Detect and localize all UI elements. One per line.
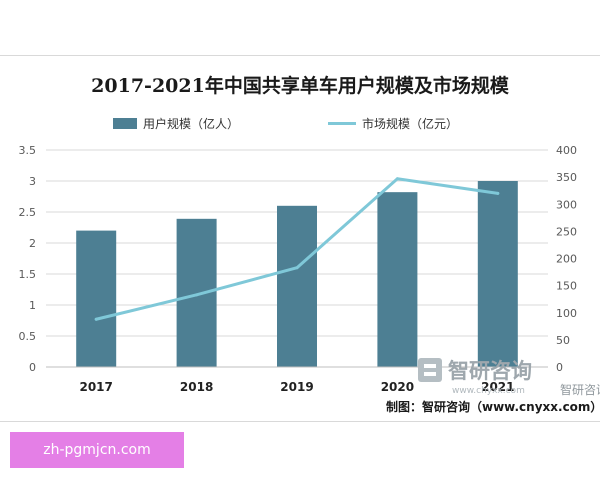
right-tick-label: 200 <box>556 253 577 266</box>
line-point <box>496 191 500 195</box>
right-tick-label: 0 <box>556 361 563 374</box>
left-tick-label: 3.5 <box>19 144 37 157</box>
left-tick-label: 1 <box>29 299 36 312</box>
bar <box>477 181 518 367</box>
left-tick-label: 1.5 <box>19 268 37 281</box>
line-point <box>395 177 399 181</box>
right-tick-label: 50 <box>556 334 570 347</box>
x-tick-label: 2017 <box>79 380 112 394</box>
chart-svg: 2017-2021年中国共享单车用户规模及市场规模 用户规模（亿人） 市场规模（… <box>19 74 600 414</box>
left-tick-label: 3 <box>29 175 36 188</box>
bar <box>277 205 317 367</box>
url-badge: zh-pgmjcn.com <box>10 432 184 468</box>
legend-line-label: 市场规模（亿元） <box>362 116 458 131</box>
left-axis: 0 0.5 1 1.5 2 2.5 3 3.5 <box>19 144 37 374</box>
chart-frame: 2017-2021年中国共享单车用户规模及市场规模 用户规模（亿人） 市场规模（… <box>0 55 600 422</box>
x-axis: 2017 2018 2019 2020 2021 <box>46 366 548 394</box>
left-tick-label: 2.5 <box>19 206 37 219</box>
x-tick-label: 2019 <box>280 380 313 394</box>
right-tick-label: 100 <box>556 307 577 320</box>
x-tick-label: 2018 <box>180 380 213 394</box>
left-tick-label: 0 <box>29 361 36 374</box>
right-tick-label: 150 <box>556 280 577 293</box>
bar <box>377 192 418 367</box>
bar <box>76 230 117 367</box>
right-tick-label: 400 <box>556 144 577 157</box>
chart-title: 2017-2021年中国共享单车用户规模及市场规模 <box>91 74 510 97</box>
right-axis: 0 50 100 150 200 250 300 350 400 <box>556 144 577 374</box>
left-tick-label: 2 <box>29 237 36 250</box>
line-point <box>295 266 299 270</box>
source-note: 制图：智研咨询（www.cnyxx.com） <box>386 399 600 414</box>
x-tick-label: 2021 <box>481 380 514 394</box>
left-tick-label: 0.5 <box>19 330 37 343</box>
bars-layer <box>76 181 518 367</box>
watermark-logo-icon <box>418 358 442 382</box>
watermark-brand: 智研咨询 <box>448 359 532 383</box>
legend-bar-swatch <box>113 118 137 129</box>
right-tick-label: 300 <box>556 198 577 211</box>
bar <box>176 218 217 367</box>
legend-bar-label: 用户规模（亿人） <box>143 116 239 131</box>
line-layer <box>94 177 500 321</box>
right-tick-label: 250 <box>556 225 577 238</box>
line-point <box>94 317 98 321</box>
watermark-corner-brand: 智研咨询 <box>560 382 600 397</box>
right-tick-label: 350 <box>556 171 577 184</box>
watermark-domain: www.chyxx.com <box>452 386 525 396</box>
line-point <box>195 293 199 297</box>
x-tick-label: 2020 <box>381 380 414 394</box>
watermark: 智研咨询 www.chyxx.com 智研咨询 <box>418 358 600 397</box>
